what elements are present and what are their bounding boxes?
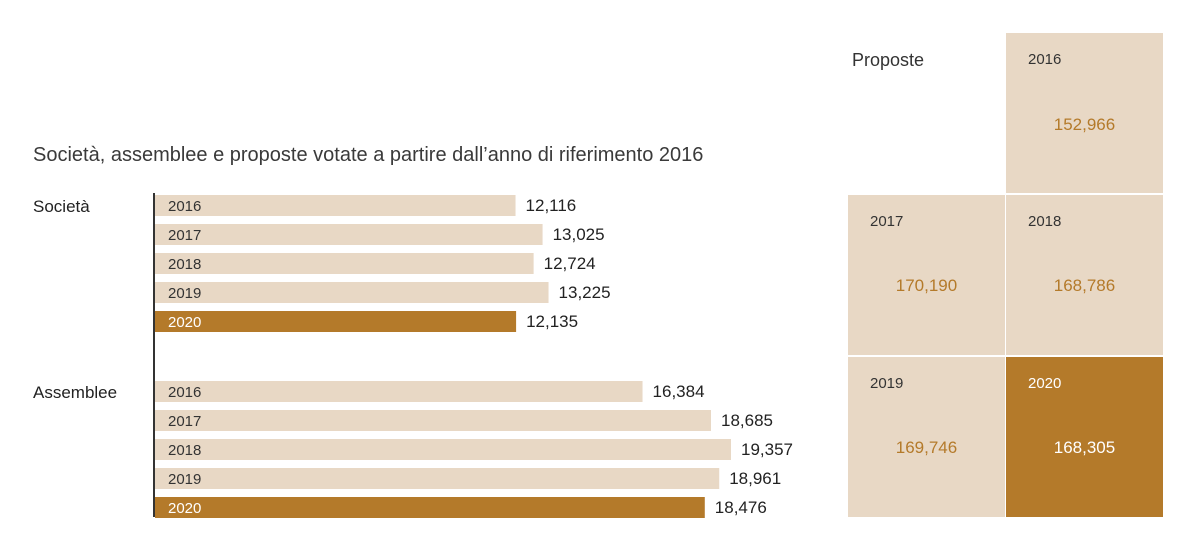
bar — [155, 468, 720, 489]
bar — [155, 311, 517, 332]
proposte-title: Proposte — [852, 50, 924, 70]
bar-value-label: 12,116 — [526, 196, 577, 215]
bar — [155, 195, 516, 216]
bar — [155, 497, 705, 518]
proposte-tile — [1006, 357, 1163, 517]
tile-value-label: 168,786 — [1054, 276, 1115, 295]
bar-category-label: 2017 — [168, 227, 201, 244]
bar — [155, 439, 731, 460]
tile-year-label: 2020 — [1028, 375, 1061, 392]
bar-value-label: 18,476 — [715, 498, 767, 517]
bar-value-label: 12,724 — [544, 254, 596, 273]
bar-value-label: 12,135 — [526, 312, 578, 331]
tile-year-label: 2016 — [1028, 51, 1061, 68]
bar — [155, 282, 549, 303]
tile-value-label: 152,966 — [1054, 115, 1115, 134]
bar-value-label: 18,961 — [729, 469, 781, 488]
bar — [155, 381, 643, 402]
tile-year-label: 2018 — [1028, 213, 1061, 230]
bar-category-label: 2016 — [168, 198, 201, 215]
bar-category-label: 2017 — [168, 413, 201, 430]
bar — [155, 224, 543, 245]
group-label: Assemblee — [33, 383, 117, 402]
tile-year-label: 2019 — [870, 375, 903, 392]
bar-value-label: 13,225 — [559, 283, 611, 302]
bar-value-label: 18,685 — [721, 411, 773, 430]
proposte-tile — [848, 195, 1005, 355]
bar-value-label: 16,384 — [653, 382, 705, 401]
bar — [155, 253, 534, 274]
proposte-tile — [848, 357, 1005, 517]
bar — [155, 410, 712, 431]
tile-value-label: 170,190 — [896, 276, 957, 295]
bar-category-label: 2020 — [168, 314, 201, 331]
bar-value-label: 19,357 — [741, 440, 793, 459]
bar-category-label: 2016 — [168, 384, 201, 401]
bar-value-label: 13,025 — [553, 225, 605, 244]
proposte-tile — [1006, 33, 1163, 193]
tile-year-label: 2017 — [870, 213, 903, 230]
group-label: Società — [33, 197, 90, 216]
bar-category-label: 2020 — [168, 500, 201, 517]
proposte-tiles: Proposte 2016 152,966 2017 170,190 2018 168,78… — [848, 33, 1163, 517]
tile-value-label: 168,305 — [1054, 438, 1115, 457]
bar-chart: Società 2016 12,116 2017 13,025 2018 12,724 201… — [33, 193, 793, 518]
bar-category-label: 2019 — [168, 285, 201, 302]
proposte-tile — [1006, 195, 1163, 355]
chart-title: Società, assemblee e proposte votate a p… — [33, 144, 704, 166]
bar-category-label: 2018 — [168, 442, 201, 459]
bar-category-label: 2019 — [168, 471, 201, 488]
bar-category-label: 2018 — [168, 256, 201, 273]
tile-value-label: 169,746 — [896, 438, 957, 457]
